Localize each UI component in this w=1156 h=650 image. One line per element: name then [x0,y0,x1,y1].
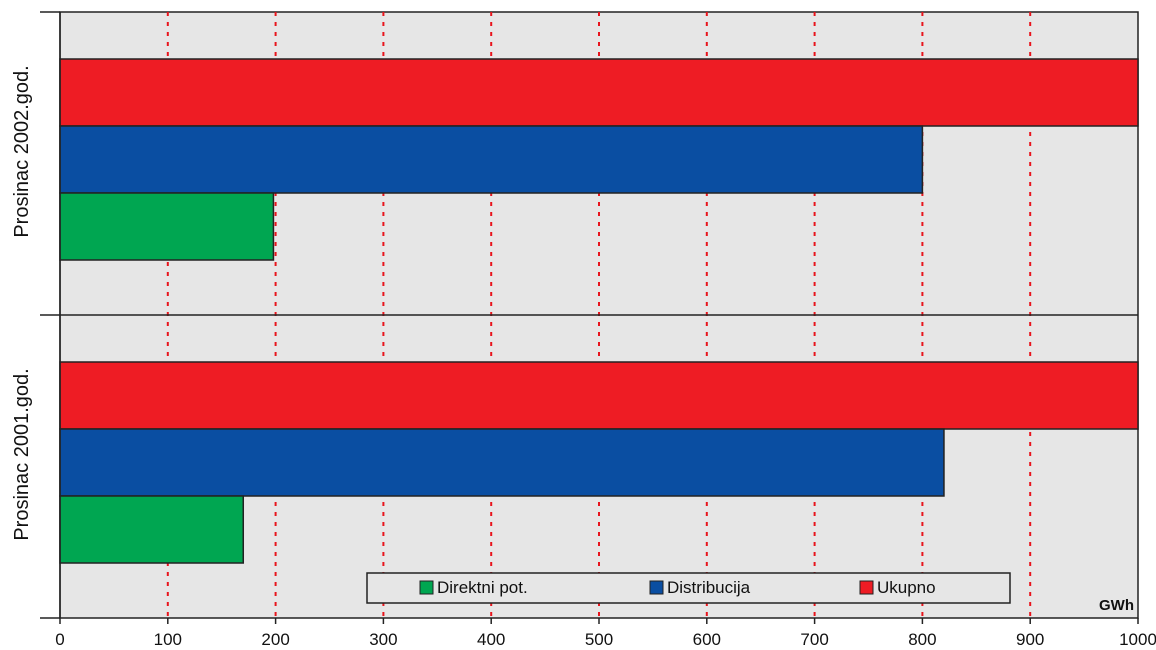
x-tick-label: 100 [154,630,182,649]
category-labels: Prosinac 2002.god. Prosinac 2001.god. [11,65,33,540]
x-tick-label: 300 [369,630,397,649]
unit-label: GWh [1099,597,1134,614]
bar-ukupno [59,361,1139,430]
x-tick-label: 0 [55,630,64,649]
legend-box [366,572,1011,604]
x-tick-label: 700 [800,630,828,649]
category-label: Prosinac 2001.god. [11,368,33,540]
x-tick-label: 200 [261,630,289,649]
x-tick-labels: 0 100 200 300 400 500 600 700 800 900 1000 [55,630,1156,649]
legend-swatch [859,580,874,595]
category-label: Prosinac 2002.god. [11,65,33,237]
x-tick-label: 400 [477,630,505,649]
x-tick-label: 500 [585,630,613,649]
axes [40,11,1139,624]
legend-label: Ukupno [877,578,936,597]
x-tick-label: 600 [693,630,721,649]
bar-distribucija [59,125,924,194]
bar-ukupno [59,58,1139,127]
x-tick-label: 900 [1016,630,1044,649]
x-tick-label: 800 [908,630,936,649]
bars [59,58,1139,564]
bar-direktni-pot [59,495,245,564]
legend: Direktni pot. Distribucija Ukupno [366,572,1011,604]
bar-direktni-pot [59,192,275,261]
bar-distribucija [59,428,945,497]
legend-label: Direktni pot. [437,578,528,597]
legend-label: Distribucija [667,578,751,597]
x-tick-label: 1000 [1119,630,1156,649]
legend-swatch [649,580,664,595]
legend-swatch [419,580,434,595]
